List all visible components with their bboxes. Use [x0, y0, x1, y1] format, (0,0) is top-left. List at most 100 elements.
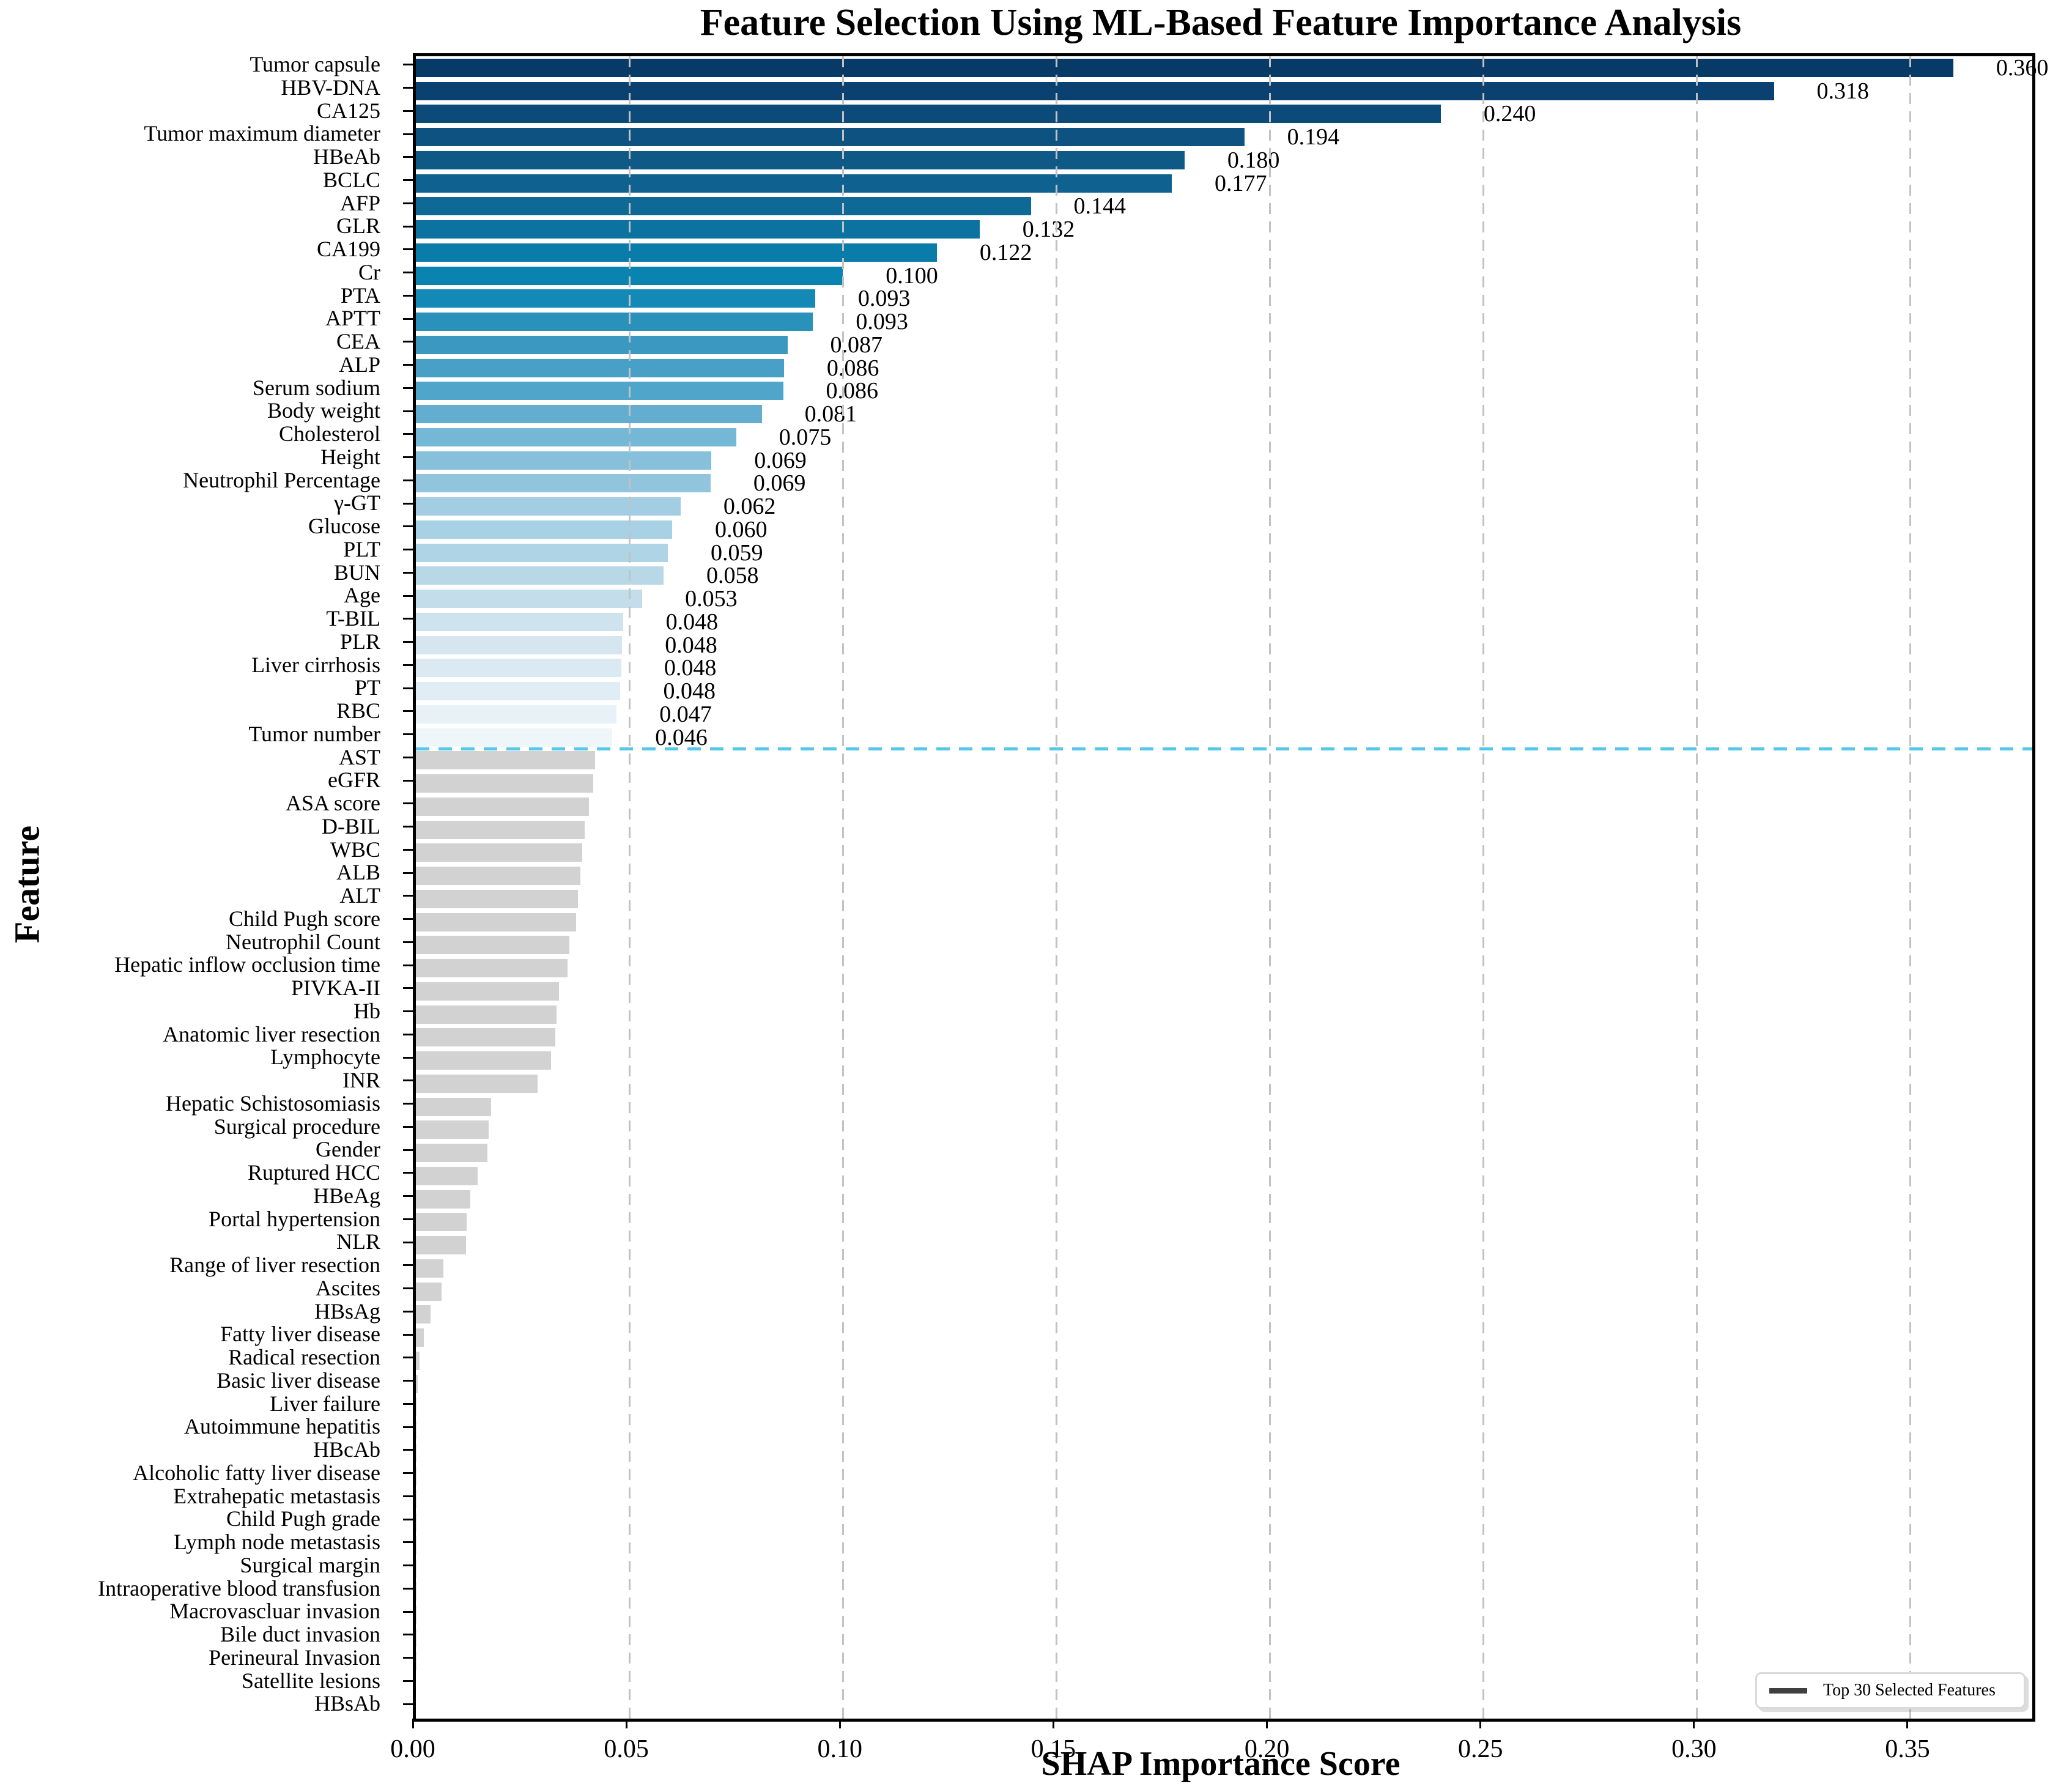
feature-label: AFP — [339, 190, 380, 215]
bar-row: 0.048 — [416, 655, 2032, 681]
feature-label: Radical resection — [228, 1345, 380, 1369]
bar-row — [416, 1095, 2032, 1119]
x-tick-mark — [1479, 1719, 1482, 1728]
x-tick-mark — [412, 1719, 414, 1728]
bar-value-label: 0.086 — [826, 378, 879, 404]
bar-selected — [416, 174, 1172, 193]
feature-label: Basic liver disease — [216, 1368, 380, 1393]
bar-unselected — [416, 959, 568, 978]
bar-row — [416, 772, 2032, 795]
feature-label: GLR — [336, 213, 380, 239]
y-tick-mark — [403, 1587, 413, 1590]
legend-line-swatch — [1769, 1687, 1807, 1694]
y-tick-mark — [403, 1472, 413, 1475]
bar-row — [416, 795, 2032, 818]
bar-unselected — [416, 1074, 538, 1093]
legend-label: Top 30 Selected Features — [1823, 1681, 1996, 1700]
x-tick-label: 0.00 — [390, 1735, 435, 1763]
feature-label: ASA score — [286, 791, 380, 815]
feature-label: Surgical procedure — [213, 1114, 380, 1139]
bar-selected — [416, 520, 672, 539]
y-tick-mark — [403, 341, 413, 343]
y-tick-mark — [403, 1287, 413, 1290]
y-tick-mark — [403, 941, 413, 943]
bar-row: 0.318 — [416, 78, 2032, 104]
bar-row: 0.086 — [416, 378, 2032, 404]
bar-selected — [416, 566, 664, 585]
y-tick-mark — [403, 664, 413, 666]
feature-label: BUN — [333, 560, 380, 585]
x-tick-label: 0.20 — [1244, 1735, 1290, 1763]
bar-unselected — [416, 913, 576, 931]
y-tick-mark — [403, 410, 413, 412]
bar-value-label: 0.058 — [706, 563, 759, 589]
y-tick-mark — [403, 848, 413, 851]
bar-value-label: 0.048 — [664, 655, 717, 681]
x-tick-label: 0.10 — [817, 1735, 863, 1763]
bar-row — [416, 1003, 2032, 1026]
y-tick-mark — [403, 1125, 413, 1128]
bar-row — [416, 1465, 2032, 1488]
feature-label: Height — [320, 444, 380, 469]
bar-unselected — [416, 1374, 418, 1393]
bar-row — [416, 1511, 2032, 1534]
bar-value-label: 0.059 — [710, 539, 763, 566]
bar-selected — [416, 289, 815, 308]
y-tick-mark — [403, 826, 413, 828]
bar-row — [416, 1534, 2032, 1557]
bar-row — [416, 1626, 2032, 1649]
bar-unselected — [416, 1328, 424, 1347]
y-tick-mark — [403, 525, 413, 528]
bar-row — [416, 1442, 2032, 1465]
bar-unselected — [416, 936, 570, 955]
feature-label: T-BIL — [326, 606, 380, 631]
bar-unselected — [416, 982, 559, 1001]
feature-label: HBsAb — [314, 1691, 380, 1716]
y-tick-mark — [403, 1634, 413, 1636]
bar-row: 0.058 — [416, 563, 2032, 589]
x-tick-mark — [1906, 1719, 1909, 1728]
y-tick-mark — [403, 433, 413, 435]
bar-row — [416, 1649, 2032, 1673]
y-tick-mark — [403, 756, 413, 758]
bar-row — [416, 1164, 2032, 1188]
feature-label: Tumor number — [248, 721, 380, 746]
bar-value-label: 0.069 — [754, 447, 807, 473]
bar-row: 0.240 — [416, 101, 2032, 127]
bar-value-label: 0.087 — [830, 331, 883, 358]
bar-selected — [416, 335, 788, 354]
feature-label: WBC — [330, 837, 380, 862]
feature-label: Cr — [358, 259, 380, 284]
feature-label: Neutrophil Count — [226, 929, 380, 954]
feature-label: PTA — [340, 283, 380, 308]
bar-row — [416, 1372, 2032, 1396]
feature-label: PT — [354, 675, 380, 700]
feature-label: Body weight — [267, 398, 380, 423]
bar-row: 0.081 — [416, 401, 2032, 427]
y-tick-mark — [403, 1218, 413, 1220]
x-axis-ticks: 0.00 0.05 0.10 0.15 0.20 0.25 0.30 0.35 — [390, 1719, 2029, 1768]
gridline-x-0.15 — [1055, 56, 1057, 1719]
feature-label: ALT — [339, 883, 380, 908]
feature-label: Serum sodium — [252, 375, 380, 400]
bar-row — [416, 1188, 2032, 1211]
bar-unselected — [416, 1236, 467, 1255]
bar-value-label: 0.122 — [979, 239, 1032, 265]
y-tick-mark — [403, 1264, 413, 1267]
feature-label: Bile duct invasion — [220, 1622, 380, 1646]
bar-row: 0.194 — [416, 124, 2032, 150]
bar-row: 0.093 — [416, 286, 2032, 311]
bar-selected — [416, 405, 762, 424]
feature-label: PLT — [343, 536, 380, 561]
x-tick-label: 0.05 — [604, 1735, 649, 1763]
bar-value-label: 0.048 — [663, 678, 716, 705]
bar-unselected — [416, 797, 589, 816]
bar-unselected — [416, 1028, 555, 1047]
x-axis-label: SHAP Importance Score — [1041, 1745, 1401, 1783]
bar-row: 0.144 — [416, 193, 2032, 219]
y-tick-mark — [403, 1426, 413, 1428]
y-tick-mark — [403, 710, 413, 713]
bar-value-label: 0.062 — [723, 494, 776, 520]
feature-label: Liver cirrhosis — [251, 652, 380, 677]
bar-row: 0.360 — [416, 55, 2048, 81]
